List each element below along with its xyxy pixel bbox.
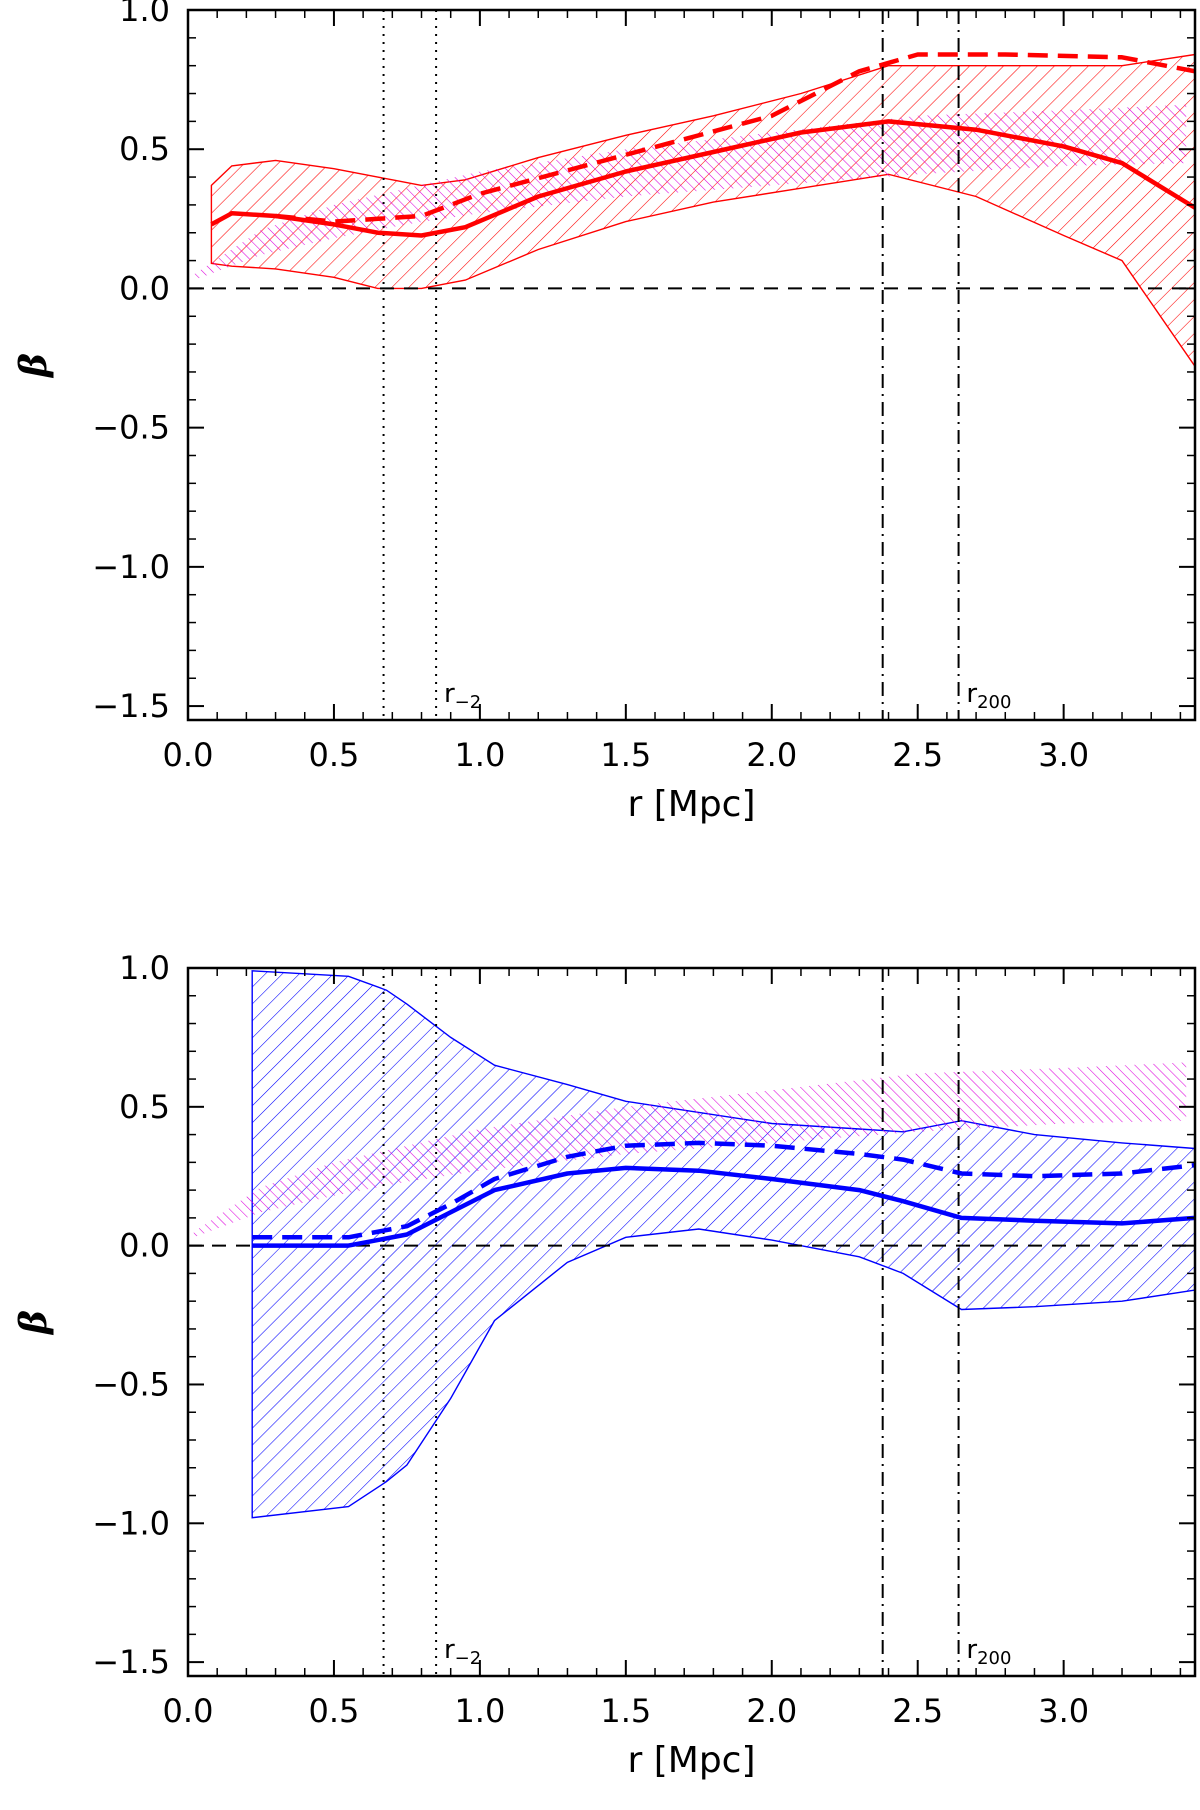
series-solid-line [252, 1165, 1195, 1248]
plot-frame [186, 8, 1197, 722]
y-tick-label: 1.0 [119, 949, 170, 987]
x-axis-label: r [Mpc] [627, 1740, 755, 1781]
bottom-panel: r−2 r200 0.0 0.5 1.0 1.5 2.0 2.5 3.0 1.0 0.5 0.0 −0.… [13, 949, 1197, 1781]
y-tick-label: 0.5 [119, 130, 170, 168]
radius-annotation: r200 [966, 679, 1011, 713]
y-tick-label: 0.5 [119, 1088, 170, 1126]
x-tick-label: 0.0 [163, 736, 214, 774]
radius-annotation: r200 [966, 1635, 1011, 1669]
plot-area [188, 968, 1195, 1676]
x-tick-label: 0.0 [163, 1692, 214, 1730]
y-tick-label: −0.5 [92, 1365, 170, 1403]
radius-annotation-subscript: 200 [977, 692, 1011, 713]
y-tick-label: 1.0 [119, 0, 170, 29]
y-tick-label: 0.0 [119, 269, 170, 307]
y-tick-label: −1.5 [92, 1643, 170, 1681]
x-axis-label: r [Mpc] [627, 784, 755, 825]
x-tick-label: 0.5 [308, 736, 359, 774]
reference-band [193, 104, 1187, 281]
x-tick-label: 3.0 [1038, 736, 1089, 774]
y-axis-label: β [13, 1310, 55, 1336]
x-tick-label: 0.5 [308, 1692, 359, 1730]
y-tick-label: −1.0 [92, 1504, 170, 1542]
series-dashed-line [275, 52, 1195, 224]
x-tick-label: 1.0 [454, 1692, 505, 1730]
x-tick-label: 3.0 [1038, 1692, 1089, 1730]
radius-annotation-subscript: 200 [977, 1648, 1011, 1669]
top-panel: r−2 r200 0.0 0.5 1.0 1.5 2.0 2.5 3.0 1.0 0.5 0.0 −0.… [13, 0, 1197, 825]
x-tick-label: 2.5 [892, 736, 943, 774]
x-tick-label: 1.0 [454, 736, 505, 774]
x-tick-label: 2.0 [746, 736, 797, 774]
y-axis-label: β [13, 353, 55, 379]
x-tick-label: 1.5 [600, 1692, 651, 1730]
plot-area [188, 10, 1195, 720]
y-tick-label: −1.0 [92, 548, 170, 586]
plot-frame [186, 966, 1197, 1678]
y-tick-label: −0.5 [92, 409, 170, 447]
x-tick-label: 1.5 [600, 736, 651, 774]
series-dashed-line [252, 1140, 1195, 1240]
uncertainty-band [251, 970, 1195, 1519]
radius-annotation-subscript: −2 [455, 1648, 482, 1669]
reference-band [193, 1062, 1187, 1238]
y-tick-label: −1.5 [92, 687, 170, 725]
x-tick-label: 2.5 [892, 1692, 943, 1730]
radius-annotation: r−2 [444, 1635, 481, 1669]
y-tick-label: 0.0 [119, 1227, 170, 1265]
x-tick-label: 2.0 [746, 1692, 797, 1730]
series-solid-line [210, 119, 1195, 238]
radius-annotation-subscript: −2 [455, 692, 482, 713]
radius-annotation: r−2 [444, 679, 481, 713]
